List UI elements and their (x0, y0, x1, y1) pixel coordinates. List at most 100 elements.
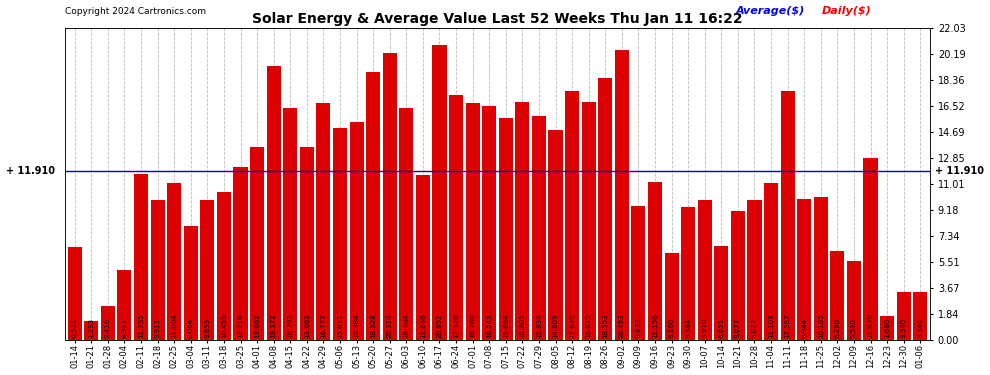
Text: 11.755: 11.755 (138, 313, 144, 338)
Text: 15.684: 15.684 (503, 313, 509, 338)
Bar (150, 200, 164, 340)
Bar (300, 147, 314, 340)
Bar (499, 118, 513, 340)
Bar (449, 95, 463, 340)
Text: 6.290: 6.290 (835, 317, 841, 338)
Bar (797, 199, 811, 340)
Title: Solar Energy & Average Value Last 52 Weeks Thu Jan 11 16:22: Solar Energy & Average Value Last 52 Wee… (252, 12, 742, 26)
Bar (101, 306, 115, 340)
Text: 9.384: 9.384 (685, 317, 691, 338)
Text: + 11.910: + 11.910 (935, 166, 983, 176)
Text: 18.553: 18.553 (602, 313, 608, 338)
Text: 9.911: 9.911 (154, 317, 160, 338)
Bar (582, 102, 596, 340)
Text: Average($): Average($) (736, 6, 805, 16)
Text: 11.156: 11.156 (652, 313, 658, 338)
Text: 15.384: 15.384 (353, 313, 359, 338)
Text: + 11.910: + 11.910 (6, 166, 54, 176)
Text: 12.839: 12.839 (867, 313, 873, 338)
Bar (532, 116, 546, 340)
Text: 8.064: 8.064 (188, 317, 194, 338)
Text: 10.455: 10.455 (221, 313, 227, 338)
Text: 16.777: 16.777 (321, 313, 327, 338)
Bar (317, 103, 331, 340)
Bar (831, 251, 844, 340)
Bar (433, 45, 446, 340)
Text: 19.372: 19.372 (270, 313, 276, 338)
Text: 16.819: 16.819 (586, 313, 592, 338)
Text: 17.587: 17.587 (785, 313, 791, 338)
Bar (383, 53, 397, 340)
Text: 1.680: 1.680 (884, 317, 890, 338)
Text: 9.077: 9.077 (735, 317, 741, 338)
Text: 11.646: 11.646 (420, 313, 426, 338)
Text: 9.910: 9.910 (702, 317, 708, 338)
Bar (200, 201, 215, 340)
Bar (482, 106, 496, 340)
Bar (548, 130, 562, 340)
Text: 13.662: 13.662 (304, 313, 310, 338)
Bar (615, 50, 629, 340)
Text: 9.433: 9.433 (636, 317, 642, 338)
Bar (349, 122, 363, 340)
Text: 2.416: 2.416 (105, 318, 111, 338)
Bar (664, 253, 678, 340)
Bar (234, 167, 248, 340)
Text: 16.805: 16.805 (520, 313, 526, 338)
Bar (846, 261, 861, 340)
Text: 11.105: 11.105 (768, 313, 774, 338)
Bar (913, 292, 928, 340)
Bar (714, 246, 729, 340)
Bar (681, 207, 695, 340)
Bar (266, 66, 281, 340)
Bar (565, 91, 579, 340)
Text: Copyright 2024 Cartronics.com: Copyright 2024 Cartronics.com (64, 7, 206, 16)
Bar (84, 321, 98, 340)
Text: 20.314: 20.314 (387, 313, 393, 338)
Text: 6.571: 6.571 (71, 317, 77, 338)
Bar (647, 182, 662, 340)
Bar (764, 183, 778, 340)
Text: 16.760: 16.760 (469, 313, 475, 338)
Bar (167, 183, 181, 340)
Bar (465, 103, 480, 340)
Bar (399, 108, 414, 340)
Text: 15.011: 15.011 (337, 313, 343, 338)
Text: 20.852: 20.852 (437, 313, 443, 338)
Bar (217, 192, 231, 340)
Text: 5.590: 5.590 (851, 318, 857, 338)
Text: 4.911: 4.911 (122, 317, 128, 338)
Bar (416, 175, 430, 340)
Text: 16.543: 16.543 (486, 313, 492, 338)
Bar (747, 200, 761, 340)
Text: Daily($): Daily($) (822, 6, 872, 16)
Text: 1.293: 1.293 (88, 317, 94, 338)
Text: 9.944: 9.944 (801, 318, 807, 338)
Text: 15.834: 15.834 (536, 313, 542, 338)
Bar (333, 128, 347, 340)
Bar (897, 292, 911, 340)
Bar (814, 197, 828, 340)
Bar (67, 247, 82, 340)
Text: 17.320: 17.320 (453, 313, 459, 338)
Bar (134, 174, 148, 340)
Text: 20.493: 20.493 (619, 313, 625, 338)
Text: 11.094: 11.094 (171, 313, 177, 338)
Text: 10.105: 10.105 (818, 313, 824, 338)
Bar (184, 226, 198, 340)
Bar (598, 78, 612, 340)
Bar (632, 206, 645, 340)
Bar (516, 102, 530, 340)
Text: 17.629: 17.629 (569, 313, 575, 338)
Text: 9.853: 9.853 (204, 317, 210, 338)
Text: 16.392: 16.392 (287, 313, 293, 338)
Bar (250, 147, 264, 340)
Bar (283, 108, 297, 340)
Bar (880, 316, 894, 340)
Text: 6.651: 6.651 (719, 317, 725, 338)
Bar (780, 91, 795, 340)
Text: 16.384: 16.384 (403, 313, 409, 338)
Bar (118, 270, 132, 340)
Text: 12.216: 12.216 (238, 313, 244, 338)
Text: 13.662: 13.662 (254, 313, 260, 338)
